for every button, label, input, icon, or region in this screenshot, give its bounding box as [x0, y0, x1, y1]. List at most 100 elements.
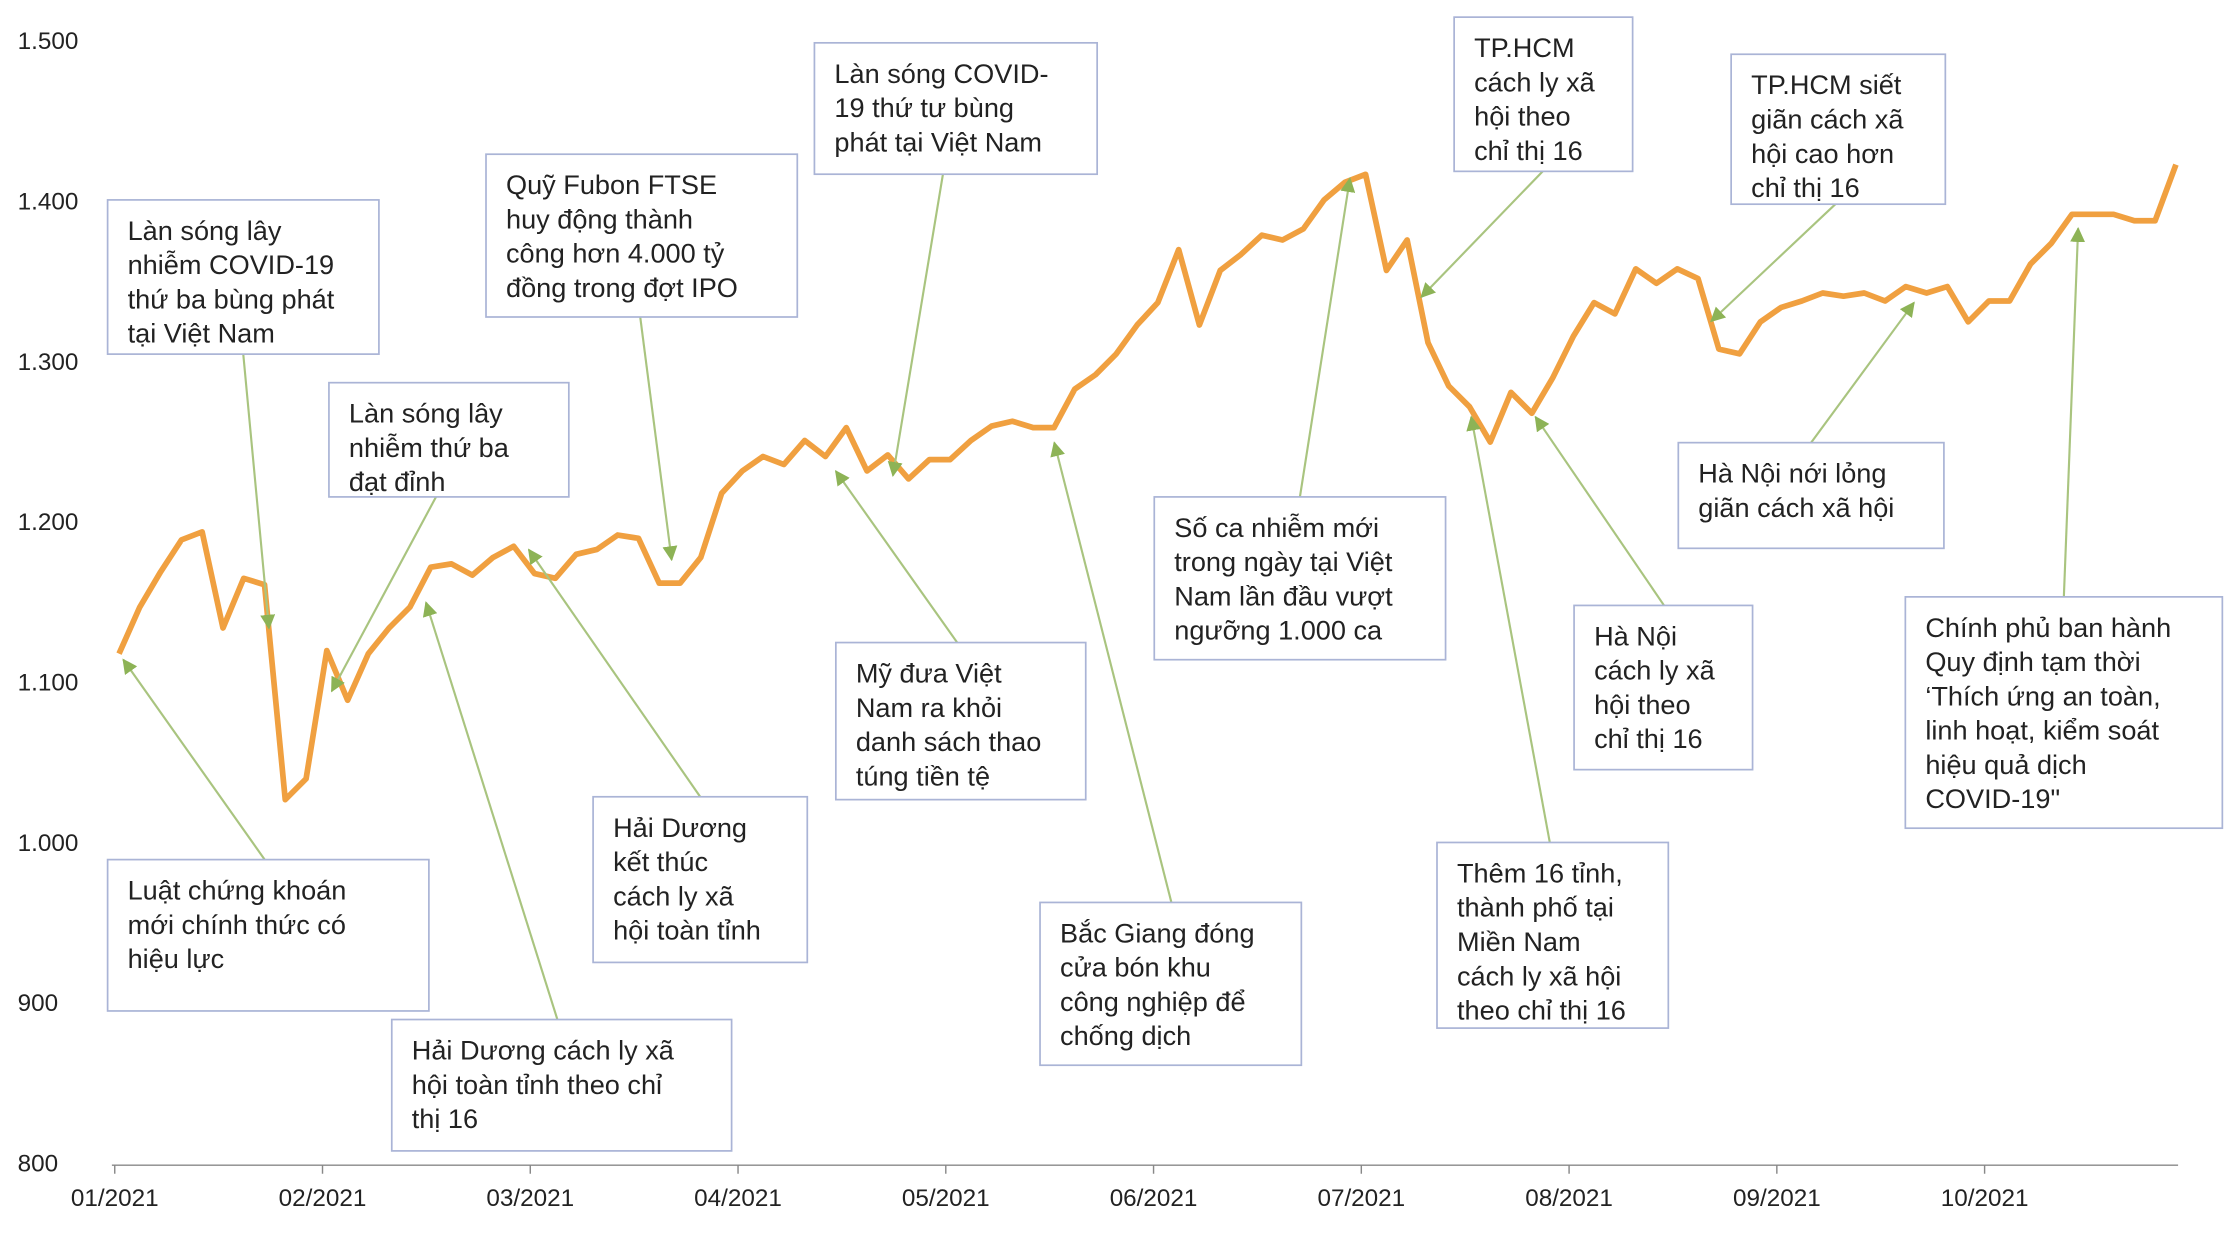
annotation-text: mới chính thức có: [128, 909, 346, 940]
annotation-text: Bắc Giang đóng: [1060, 917, 1255, 948]
annotation-box: [1453, 16, 1634, 173]
annotation-box: [813, 41, 1099, 176]
annotation-text: danh sách thao: [856, 726, 1042, 757]
annotation-arrow: [422, 601, 559, 1020]
annotation-text: cách ly xã: [1474, 66, 1596, 97]
annotation-box: [1677, 441, 1945, 550]
annotation-text: đạt đỉnh: [349, 466, 446, 497]
annotation-text: cách ly xã hội: [1457, 960, 1621, 991]
annotation-text: công hơn 4.000 tỷ: [506, 238, 725, 269]
annotation-text: linh hoạt, kiểm soát: [1925, 715, 2159, 746]
annotation-arrow: [242, 354, 276, 630]
annotation-arrow: [1710, 203, 1837, 323]
annotation-arrow: [639, 316, 678, 562]
x-tick-label: 08/2021: [1525, 1185, 1613, 1212]
annotation-arrow: [527, 548, 702, 798]
y-tick-label: 1.000: [18, 830, 79, 857]
annotation-box: [1573, 604, 1754, 771]
x-tick-label: 09/2021: [1733, 1185, 1821, 1212]
annotation-text: tại Việt Nam: [128, 318, 275, 349]
annotation-text: nhiễm thứ ba: [349, 432, 510, 463]
annotation-text: kết thúc: [613, 846, 708, 877]
annotation-box: [592, 795, 809, 964]
annotation-box: [390, 1018, 733, 1152]
annotation-text: Quy định tạm thời: [1925, 646, 2140, 677]
y-tick-label: 1.200: [18, 509, 79, 536]
annotation-text: thành phố tại: [1457, 892, 1614, 923]
x-tick-label: 06/2021: [1110, 1185, 1198, 1212]
annotation-text: Hải Dương cách ly xã: [412, 1035, 675, 1066]
annotation-text: hội toàn tỉnh theo chỉ: [412, 1069, 662, 1100]
annotation-text: nhiễm COVID-19: [128, 249, 335, 280]
annotation-arrow: [1810, 301, 1915, 444]
annotation-text: hội theo: [1594, 689, 1691, 720]
annotation-text: Quỹ Fubon FTSE: [506, 169, 717, 200]
annotation-text: theo chỉ thị 16: [1457, 995, 1626, 1026]
annotation-text: Nam lần đầu vượt: [1174, 580, 1393, 611]
x-tick-label: 01/2021: [71, 1185, 159, 1212]
annotation-text: TP.HCM: [1474, 32, 1574, 63]
annotation-arrow: [834, 469, 959, 644]
annotation-text: cách ly xã: [1594, 655, 1716, 686]
annotation-arrow: [1420, 170, 1544, 299]
y-tick-label: 1.500: [18, 28, 79, 55]
annotation-arrow: [1050, 441, 1173, 903]
annotation-box: [328, 381, 570, 498]
annotation-text: giãn cách xã: [1751, 104, 1904, 135]
annotation-text: Làn sóng COVID-: [834, 58, 1048, 89]
annotation-text: COVID-19": [1925, 783, 2060, 814]
x-tick-label: 10/2021: [1941, 1185, 2029, 1212]
annotation-text: Làn sóng lây: [128, 215, 282, 246]
annotation-arrow: [1534, 415, 1665, 607]
y-tick-label: 800: [18, 1151, 59, 1178]
annotation-text: túng tiền tệ: [856, 760, 990, 791]
annotation-text: Nam ra khỏi: [856, 692, 1002, 723]
annotation-box: [1039, 901, 1303, 1067]
annotation-box: [1153, 496, 1447, 661]
annotation-text: đồng trong đợt IPO: [506, 272, 738, 303]
annotation-text: cách ly xã: [613, 880, 735, 911]
annotation-text: 19 thứ tư bùng: [834, 92, 1014, 123]
annotation-text: Chính phủ ban hành: [1925, 612, 2171, 643]
annotation-box: [1436, 841, 1670, 1029]
annotation-text: Miền Nam: [1457, 926, 1581, 957]
annotation-arrow: [1466, 415, 1551, 843]
annotation-text: Làn sóng lây: [349, 398, 503, 429]
annotation-arrow: [122, 658, 266, 861]
annotation-text: chỉ thị 16: [1594, 723, 1703, 754]
y-tick-label: 1.400: [18, 189, 79, 216]
annotation-box: [106, 199, 380, 355]
annotation-text: hiệu lực: [128, 943, 225, 974]
annotation-text: ‘Thích ứng an toàn,: [1925, 680, 2160, 711]
annotation-text: thị 16: [412, 1103, 478, 1134]
annotation-text: huy động thành: [506, 203, 693, 234]
annotation-text: thứ ba bùng phát: [128, 283, 335, 314]
annotation-text: phát tại Việt Nam: [834, 126, 1042, 157]
annotation-arrow: [2062, 226, 2086, 597]
annotation-box: [1904, 596, 2224, 830]
annotation-text: trong ngày tại Việt: [1174, 546, 1393, 577]
line-series: [116, 163, 2179, 803]
annotation-text: hiệu quả dịch: [1925, 749, 2086, 780]
annotation-arrow: [1298, 177, 1356, 498]
annotation-text: Luật chứng khoán: [128, 875, 347, 906]
annotation-text: cửa bón khu: [1060, 952, 1211, 983]
annotation-text: Số ca nhiễm mới: [1174, 512, 1379, 543]
x-tick-label: 05/2021: [902, 1185, 990, 1212]
annotation-arrow: [330, 496, 437, 693]
annotation-text: Mỹ đưa Việt: [856, 658, 1002, 689]
annotation-text: Hà Nội nới lỏng: [1698, 458, 1886, 489]
annotation-text: Hải Dương: [613, 812, 747, 843]
annotation-text: hội cao hơn: [1751, 138, 1894, 169]
annotation-box: [834, 641, 1087, 801]
y-tick-label: 900: [18, 990, 59, 1017]
annotation-text: Hà Nội: [1594, 620, 1677, 651]
annotation-box: [485, 153, 799, 318]
annotation-box: [106, 858, 430, 1012]
annotation-text: TP.HCM siết: [1751, 69, 1902, 100]
annotation-text: giãn cách xã hội: [1698, 492, 1894, 523]
y-tick-label: 1.300: [18, 349, 79, 376]
x-tick-label: 04/2021: [694, 1185, 782, 1212]
